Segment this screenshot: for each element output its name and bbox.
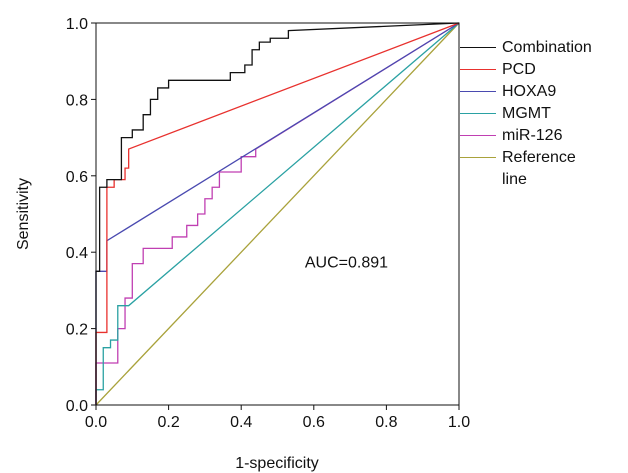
roc-line xyxy=(95,22,460,406)
legend-entry: Combination xyxy=(460,37,602,59)
legend-swatch xyxy=(460,135,496,136)
legend-swatch xyxy=(460,157,496,158)
x-tick-label: 0.8 xyxy=(375,414,397,431)
plot-frame xyxy=(95,22,460,406)
legend-swatch xyxy=(460,91,496,92)
legend-swatch xyxy=(460,69,496,70)
legend-label: MGMT xyxy=(502,105,551,122)
roc-line xyxy=(95,22,460,405)
annotation: AUC=0.891 xyxy=(305,254,388,271)
roc-line xyxy=(95,22,460,405)
legend-entry: HOXA9 xyxy=(460,81,602,103)
legend-label: Combination xyxy=(502,39,592,56)
y-tick-label: 0.4 xyxy=(66,245,88,262)
y-tick-label: 0.2 xyxy=(66,322,88,339)
legend-entry: Reference line xyxy=(460,147,602,191)
legend-entry: PCD xyxy=(460,59,602,81)
x-tick-label: 0.0 xyxy=(85,414,107,431)
legend-label: PCD xyxy=(502,61,536,78)
legend: Combination PCD HOXA9 MGMT miR-126 Reference … xyxy=(460,37,602,191)
roc-line xyxy=(95,22,460,405)
legend-swatch xyxy=(460,47,496,48)
legend-swatch xyxy=(460,113,496,114)
x-tick-label: 0.2 xyxy=(157,414,179,431)
x-tick-label: 0.4 xyxy=(230,414,252,431)
legend-entry: MGMT xyxy=(460,103,602,125)
y-tick-label: 0.0 xyxy=(66,398,88,415)
legend-entry: miR-126 xyxy=(460,125,602,147)
legend-label: HOXA9 xyxy=(502,83,557,100)
legend-label: Reference line xyxy=(502,149,576,188)
x-tick-label: 0.6 xyxy=(303,414,325,431)
x-axis-label: 1-specificity xyxy=(235,455,319,472)
y-tick-label: 0.8 xyxy=(66,92,88,109)
legend-label: miR-126 xyxy=(502,127,563,144)
y-tick-label: 1.0 xyxy=(66,16,88,33)
y-axis-label: Sensitivity xyxy=(15,178,32,250)
y-tick-label: 0.6 xyxy=(66,169,88,186)
x-tick-label: 1.0 xyxy=(448,414,470,431)
